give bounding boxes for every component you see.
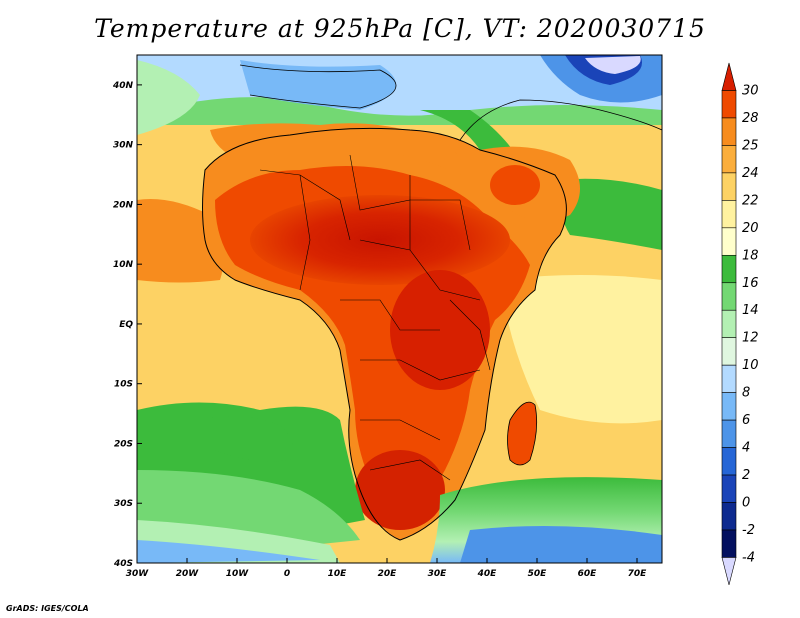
south-indian-blue: [460, 526, 662, 563]
colorbar-bottom-arrow: [721, 557, 737, 586]
colorbar-label: 28: [742, 111, 759, 126]
arabian-sea-green: [558, 178, 662, 250]
map-frame: [136, 54, 663, 564]
colorbar-swatch: [721, 254, 737, 284]
colorbar-label: 22: [742, 193, 759, 208]
colorbar-swatch: [721, 117, 737, 146]
colorbar-label: 8: [742, 386, 750, 401]
lon-tick-label: 20W: [176, 569, 200, 579]
colorbar-swatch: [721, 282, 737, 311]
colorbar-swatch: [721, 419, 737, 448]
colorbar-swatch: [721, 447, 737, 476]
sahara-north: [210, 123, 463, 175]
lat-tick-label: 40S: [113, 559, 133, 569]
madagascar-coastline: [507, 401, 538, 466]
colorbar-label: -2: [742, 523, 755, 538]
lon-tick-label: 30E: [428, 569, 448, 579]
mediterranean-cool: [240, 60, 396, 110]
colorbar-label: 25: [742, 138, 759, 153]
chart-title: Temperature at 925hPa [C], VT: 202003071…: [94, 14, 706, 43]
colorbar-swatch: [721, 392, 737, 421]
arabia-hot: [490, 165, 540, 205]
lon-tick-label: 20E: [378, 569, 398, 579]
lon-tick-label: 60E: [578, 569, 598, 579]
credit-text: GrADS: IGES/COLA: [6, 604, 89, 613]
lon-tick-label: 0: [284, 569, 290, 579]
colorbar-label: 6: [742, 413, 750, 428]
colorbar-swatch: [721, 474, 737, 503]
colorbar-label: 12: [742, 331, 759, 346]
asia-coastline: [459, 99, 662, 141]
colorbar-swatch: [721, 90, 737, 119]
colorbar-label: 18: [742, 248, 759, 263]
latitude-axis: 40N 30N 20N 10N EQ 10S 20S 30S 40S: [112, 81, 142, 569]
colorbar-label: 2: [742, 468, 750, 483]
lat-tick-label: 40N: [112, 81, 134, 91]
colorbar-label: 14: [742, 303, 759, 318]
colorbar-top-arrow: [721, 62, 737, 91]
colorbar-label: -4: [742, 550, 755, 565]
lat-tick-label: 10N: [113, 260, 134, 270]
longitude-axis: 30W 20W 10W 0 10E 20E 30E 40E 50E 60E 70E: [126, 558, 647, 579]
lat-tick-label: 30S: [114, 499, 133, 509]
lon-tick-label: 10W: [226, 569, 250, 579]
colorbar-swatch: [721, 227, 737, 256]
colorbar-label: 10: [742, 358, 759, 373]
asia-coldest: [585, 56, 641, 74]
temperature-field: [137, 55, 662, 563]
lon-tick-label: 70E: [628, 569, 648, 579]
south-africa-hot: [355, 450, 445, 530]
atlantic-warm: [137, 199, 224, 283]
madagascar: [507, 402, 537, 465]
lat-tick-label: 30N: [113, 141, 134, 151]
colorbar-swatch: [721, 309, 737, 339]
lat-tick-label: 10S: [114, 380, 133, 390]
colorbar-label: 20: [742, 221, 759, 236]
south-atlantic-blue: [137, 540, 320, 563]
colorbar-swatch: [721, 502, 737, 531]
atlantic-green-blob: [200, 416, 294, 462]
colorbar-swatch: [721, 364, 737, 393]
atlantic-north-cool: [137, 60, 200, 135]
colorbar-label: 30: [742, 83, 759, 98]
sahel-hottest: [250, 195, 510, 285]
colorbar-swatch: [721, 145, 737, 174]
lat-tick-label: 20N: [113, 200, 134, 210]
lon-tick-label: 10E: [328, 569, 348, 579]
colorbar-label: 4: [742, 441, 750, 456]
indian-ocean-mild: [500, 275, 662, 424]
europe-coastline: [239, 64, 397, 109]
colorbar-swatch: [721, 337, 737, 366]
colorbar-label: 0: [742, 496, 750, 511]
colorbar-swatch: [721, 172, 737, 201]
colorbar-swatch: [721, 200, 737, 229]
lat-tick-label: EQ: [119, 320, 133, 330]
lat-tick-label: 20S: [114, 439, 133, 449]
country-borders: [259, 154, 491, 481]
colorbar-label: 24: [742, 166, 759, 181]
colorbar-swatch: [721, 529, 737, 558]
africa-coastline: [202, 127, 567, 541]
lon-tick-label: 50E: [528, 569, 548, 579]
lon-tick-label: 30W: [126, 569, 150, 579]
colorbar-label: 16: [742, 276, 759, 291]
lon-tick-label: 40E: [477, 569, 498, 579]
